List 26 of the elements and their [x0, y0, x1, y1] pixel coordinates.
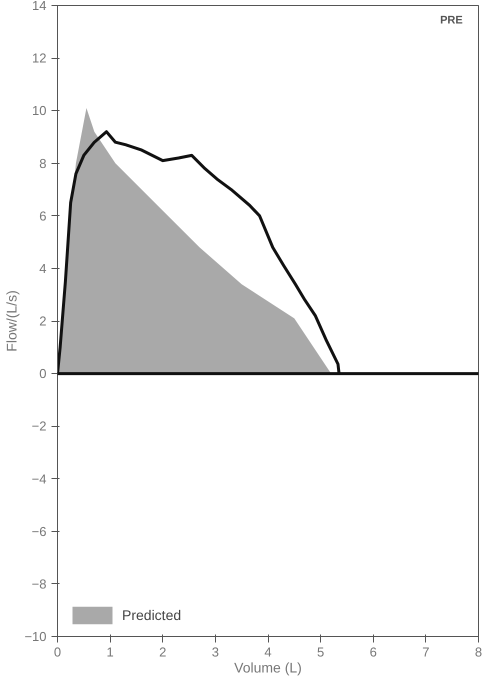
x-tick-label: 8	[474, 644, 482, 660]
y-tick-label: −10	[24, 629, 47, 644]
x-tick-label: 1	[106, 644, 114, 660]
y-tick-label: 6	[39, 208, 47, 224]
y-tick-label: 14	[32, 0, 47, 13]
x-tick-label: 3	[212, 644, 219, 660]
y-tick-label: −8	[32, 576, 47, 592]
x-tick-label: 5	[317, 644, 324, 660]
x-tick-label: 0	[54, 644, 62, 660]
x-axis-title: Volume (L)	[234, 660, 302, 676]
y-tick-label: 2	[39, 314, 47, 328]
x-tick-label: 7	[422, 644, 430, 660]
x-tick-label: 6	[370, 644, 377, 660]
x-tick-label: 2	[159, 644, 166, 660]
y-tick-label: −6	[32, 524, 47, 539]
y-tick-label: −4	[32, 471, 47, 486]
y-tick-label: 4	[39, 260, 47, 276]
y-tick-label: −2	[32, 418, 47, 434]
y-tick-label: 12	[32, 50, 47, 66]
y-tick-label: 0	[39, 366, 47, 382]
y-tick-label: 10	[32, 103, 47, 118]
y-tick-label: 8	[39, 156, 47, 171]
legend-label: Predicted	[122, 607, 182, 623]
annotation: PRE	[440, 14, 463, 27]
x-tick-label: 4	[264, 644, 272, 660]
y-axis-title: Flow/(L/s)	[3, 290, 20, 352]
